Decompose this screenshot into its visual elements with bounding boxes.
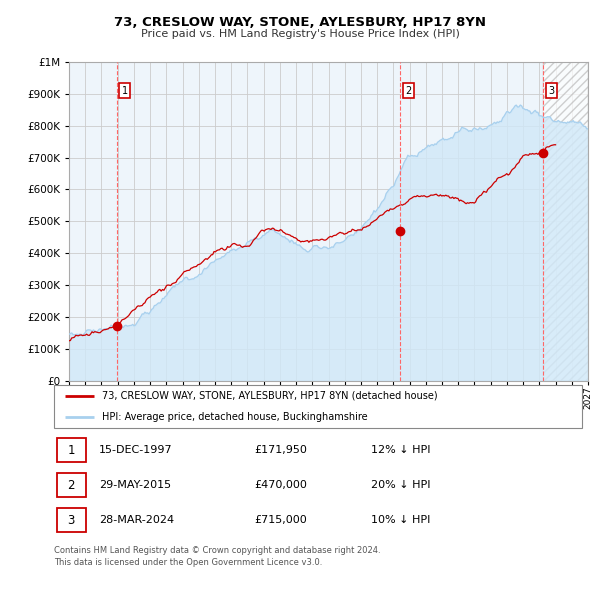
FancyBboxPatch shape <box>56 508 86 532</box>
Text: 2: 2 <box>67 478 75 492</box>
Text: 29-MAY-2015: 29-MAY-2015 <box>99 480 171 490</box>
FancyBboxPatch shape <box>54 385 582 428</box>
Text: 1: 1 <box>67 444 75 457</box>
Text: HPI: Average price, detached house, Buckinghamshire: HPI: Average price, detached house, Buck… <box>101 412 367 422</box>
Text: £715,000: £715,000 <box>254 515 307 525</box>
Text: 12% ↓ HPI: 12% ↓ HPI <box>371 445 430 455</box>
FancyBboxPatch shape <box>56 438 86 463</box>
Text: 20% ↓ HPI: 20% ↓ HPI <box>371 480 430 490</box>
Text: 15-DEC-1997: 15-DEC-1997 <box>99 445 173 455</box>
Text: 10% ↓ HPI: 10% ↓ HPI <box>371 515 430 525</box>
Text: 73, CRESLOW WAY, STONE, AYLESBURY, HP17 8YN: 73, CRESLOW WAY, STONE, AYLESBURY, HP17 … <box>114 16 486 29</box>
Text: Price paid vs. HM Land Registry's House Price Index (HPI): Price paid vs. HM Land Registry's House … <box>140 30 460 39</box>
Text: 1: 1 <box>122 86 128 96</box>
Text: 73, CRESLOW WAY, STONE, AYLESBURY, HP17 8YN (detached house): 73, CRESLOW WAY, STONE, AYLESBURY, HP17 … <box>101 391 437 401</box>
Text: 2: 2 <box>405 86 411 96</box>
FancyBboxPatch shape <box>56 473 86 497</box>
Text: 3: 3 <box>67 514 75 527</box>
Text: £171,950: £171,950 <box>254 445 308 455</box>
Text: Contains HM Land Registry data © Crown copyright and database right 2024.
This d: Contains HM Land Registry data © Crown c… <box>54 546 380 566</box>
Text: £470,000: £470,000 <box>254 480 308 490</box>
Polygon shape <box>544 62 588 381</box>
Text: 3: 3 <box>548 86 554 96</box>
Text: 28-MAR-2024: 28-MAR-2024 <box>99 515 174 525</box>
